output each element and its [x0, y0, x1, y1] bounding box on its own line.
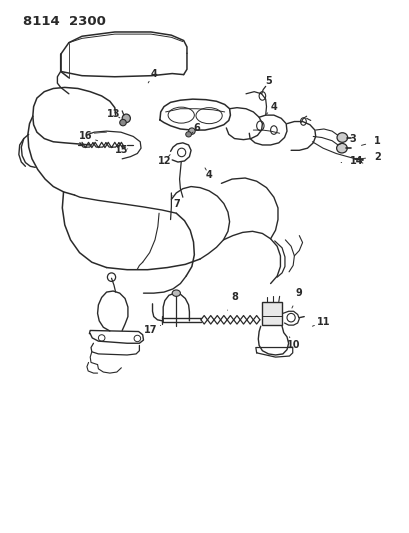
Text: 13: 13 — [107, 109, 120, 119]
Text: 2: 2 — [354, 152, 380, 161]
Ellipse shape — [188, 128, 195, 134]
Ellipse shape — [172, 290, 180, 296]
Text: 16: 16 — [79, 132, 97, 141]
Text: 4: 4 — [204, 168, 212, 180]
Text: 1: 1 — [361, 136, 380, 146]
Ellipse shape — [185, 132, 191, 137]
Text: 7: 7 — [171, 195, 179, 208]
Ellipse shape — [122, 114, 130, 123]
Text: 3: 3 — [337, 134, 355, 145]
Bar — [262, 302, 281, 325]
Text: 8: 8 — [227, 293, 237, 310]
Ellipse shape — [336, 133, 347, 142]
Text: 14: 14 — [340, 156, 362, 166]
Text: 17: 17 — [144, 325, 160, 335]
Text: 9: 9 — [291, 288, 302, 308]
Text: 8114  2300: 8114 2300 — [22, 15, 105, 28]
Text: 5: 5 — [259, 76, 271, 94]
Text: 12: 12 — [158, 155, 171, 166]
Text: 11: 11 — [312, 317, 330, 327]
Text: 4: 4 — [266, 102, 276, 114]
Text: 15: 15 — [115, 146, 128, 155]
Ellipse shape — [119, 119, 126, 126]
Ellipse shape — [336, 143, 346, 153]
Text: 6: 6 — [191, 123, 200, 133]
Text: 4: 4 — [148, 69, 157, 83]
Text: 10: 10 — [286, 337, 299, 350]
